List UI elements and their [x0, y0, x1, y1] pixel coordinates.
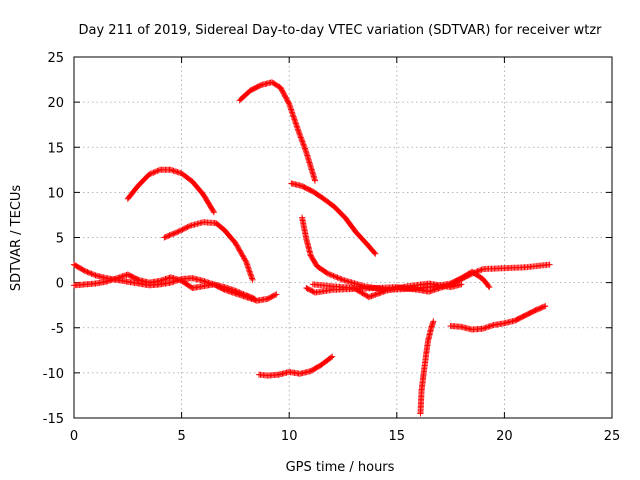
x-tick-label: 0: [70, 429, 78, 444]
data-points: [71, 271, 280, 304]
tick-labels: 0 5 10 15 20 25 -15 -10 -5 0 5 10 15 20 25: [43, 51, 621, 444]
x-axis-label: GPS time / hours: [286, 460, 395, 475]
y-tick-label: 0: [56, 277, 64, 292]
data-points: [161, 219, 256, 283]
y-tick-label: 25: [47, 51, 64, 66]
x-tick-label: 25: [604, 429, 621, 444]
plot-frame: [73, 56, 613, 419]
x-tick-label: 20: [496, 429, 513, 444]
chart-title: Day 211 of 2019, Sidereal Day-to-day VTE…: [78, 23, 602, 38]
y-tick-label: 5: [56, 232, 64, 247]
x-tick-label: 10: [281, 429, 298, 444]
series-arc-2: [71, 271, 280, 304]
series-arc-6: [288, 180, 379, 257]
x-tick-label: 15: [389, 429, 406, 444]
data-points: [299, 214, 493, 293]
data-points: [309, 280, 465, 301]
series-arc-11: [417, 318, 437, 417]
data-points: [124, 166, 217, 216]
series-arc-10: [256, 353, 336, 379]
axes: [73, 56, 613, 419]
data-points: [236, 79, 318, 184]
y-tick-label: 20: [47, 96, 64, 111]
series-arc-7: [299, 214, 493, 293]
series-arc-3: [124, 166, 217, 216]
data-points: [447, 303, 549, 333]
series-arc-4: [161, 219, 256, 283]
y-tick-label: -10: [43, 367, 64, 382]
x-tick-label: 5: [177, 429, 185, 444]
data-points: [288, 180, 379, 257]
series-arc-12: [447, 303, 549, 333]
grid: [74, 57, 612, 418]
data-points: [256, 353, 336, 379]
series-arc-5: [236, 79, 318, 184]
data-points: [417, 318, 437, 417]
y-tick-label: -15: [43, 412, 64, 427]
y-tick-label: 10: [47, 186, 64, 201]
data-series: [71, 79, 553, 417]
series-arc-9: [309, 280, 465, 301]
y-tick-label: 15: [47, 141, 64, 156]
y-tick-label: -5: [51, 322, 64, 337]
y-axis-label: SDTVAR / TECUs: [9, 185, 24, 292]
